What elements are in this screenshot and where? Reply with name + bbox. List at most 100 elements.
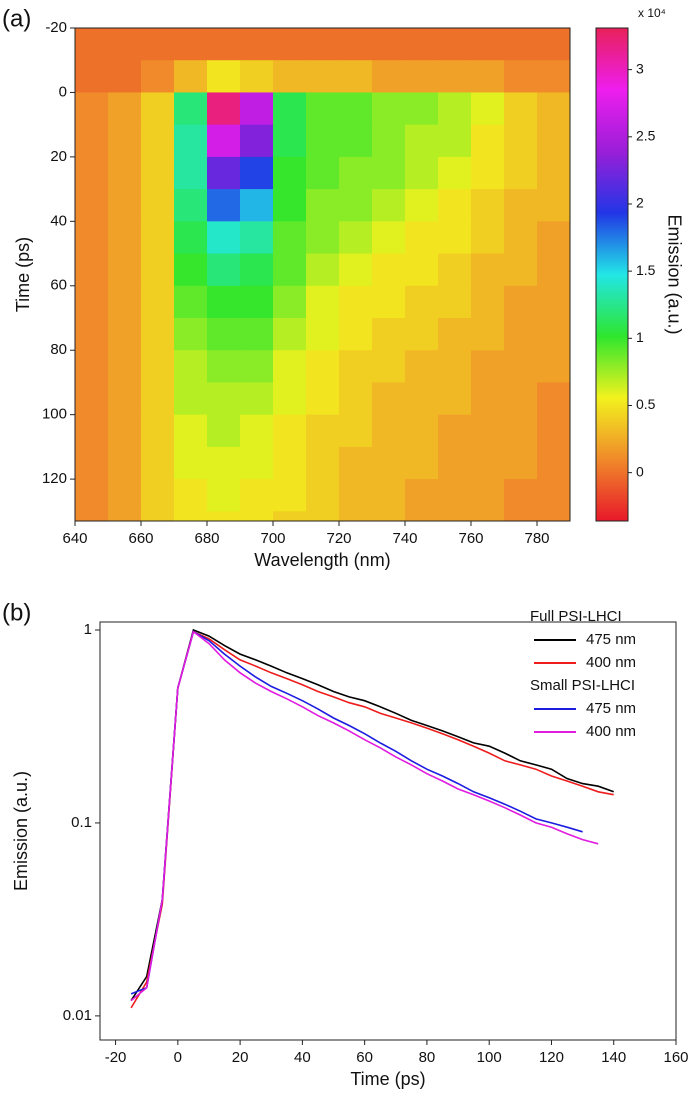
heatmap-cell [240,28,274,61]
heatmap-cell [504,414,538,448]
legend-label: 400 nm [586,723,636,740]
heatmap-cell [339,253,373,287]
heatmap-cell [339,28,373,61]
heatmap-cell [207,124,241,158]
heatmap-cell [108,479,142,512]
heatmap-cell [438,60,472,94]
x-tick-label: 640 [62,530,87,547]
heatmap-cell [141,285,175,319]
heatmap-cell [438,511,472,521]
heatmap-cell [273,92,307,126]
heatmap-cell [438,124,472,158]
heatmap-cell [306,511,340,521]
heatmap-cell [339,414,373,448]
heatmap-cell [306,382,340,416]
x-axis-title: Time (ps) [350,1069,425,1089]
heatmap-cell [174,221,208,255]
heatmap-cell [273,446,307,480]
colorbar-tick-label: 1.5 [636,262,656,278]
heatmap-cell [174,92,208,126]
heatmap-cell [306,124,340,158]
heatmap-cell [141,124,175,158]
heatmap-cell [207,479,241,512]
colorbar-multiplier: x 10⁴ [638,6,666,20]
heatmap-cell [108,28,142,61]
heatmap-cell [504,189,538,222]
heatmap-cell [108,156,142,190]
heatmap-cell [306,318,340,351]
y-tick-label: 0 [59,83,67,100]
heatmap-cell [372,511,406,521]
y-tick-label: 0.01 [63,1007,92,1024]
heatmap-cell [75,28,109,61]
heatmap-cell [174,285,208,319]
heatmap-cell [141,60,175,94]
heatmap-cell [75,189,109,222]
heatmap-cell [438,350,472,384]
heatmap-cell [240,221,274,255]
heatmap-cell [273,318,307,351]
heatmap-cell [240,253,274,287]
heatmap-cell [75,382,109,416]
heatmap-cells [75,28,570,521]
heatmap-cell [504,318,538,351]
heatmap-cell [141,318,175,351]
panel-label: (a) [2,5,31,32]
y-axis-title: Emission (a.u.) [11,771,31,891]
heatmap-cell [207,382,241,416]
heatmap-cell [372,446,406,480]
heatmap-cell [471,92,505,126]
heatmap-cell [141,446,175,480]
heatmap-cell [240,189,274,222]
heatmap-cell [372,479,406,512]
heatmap-cell [273,60,307,94]
heatmap-cell [75,60,109,94]
x-tick-label: 700 [260,530,285,547]
heatmap-cell [405,124,439,158]
x-tick-label: 720 [326,530,351,547]
heatmap-cell [141,92,175,126]
colorbar-tick-label: 3 [636,60,644,76]
heatmap-cell [372,60,406,94]
colorbar [595,27,629,522]
x-tick-label: 780 [524,530,549,547]
x-tick-label: 60 [356,1049,373,1066]
heatmap-cell [273,479,307,512]
heatmap-cell [207,221,241,255]
heatmap-cell [339,60,373,94]
y-tick-label: 60 [50,277,67,294]
heatmap-cell [174,189,208,222]
heatmap-cell [240,446,274,480]
heatmap-cell [537,156,570,190]
heatmap-cell [75,479,109,512]
heatmap-cell [75,92,109,126]
heatmap-cell [108,253,142,287]
heatmap-cell [207,414,241,448]
heatmap-cell [273,350,307,384]
heatmap-cell [405,318,439,351]
panel-label: (b) [2,599,31,626]
legend-group-title: Full PSI-LHCI [530,608,622,625]
heatmap-cell [75,253,109,287]
heatmap-cell [174,446,208,480]
colorbar-tick-label: 0.5 [636,396,656,412]
heatmap-cell [306,414,340,448]
heatmap-cell [273,511,307,521]
colorbar-tick-label: 1 [636,329,644,345]
heatmap-cell [438,285,472,319]
heatmap-cell [306,28,340,61]
heatmap-cell [75,318,109,351]
heatmap-cell [438,446,472,480]
heatmap-cell [504,92,538,126]
heatmap-cell [537,382,570,416]
x-tick-label: 140 [601,1049,626,1066]
heatmap-cell [471,124,505,158]
heatmap-cell [372,221,406,255]
heatmap-cell [372,92,406,126]
heatmap-cell [372,350,406,384]
heatmap-cell [504,253,538,287]
heatmap-cell [306,446,340,480]
heatmap-cell [504,446,538,480]
heatmap-cell [537,253,570,287]
heatmap-cell [471,60,505,94]
